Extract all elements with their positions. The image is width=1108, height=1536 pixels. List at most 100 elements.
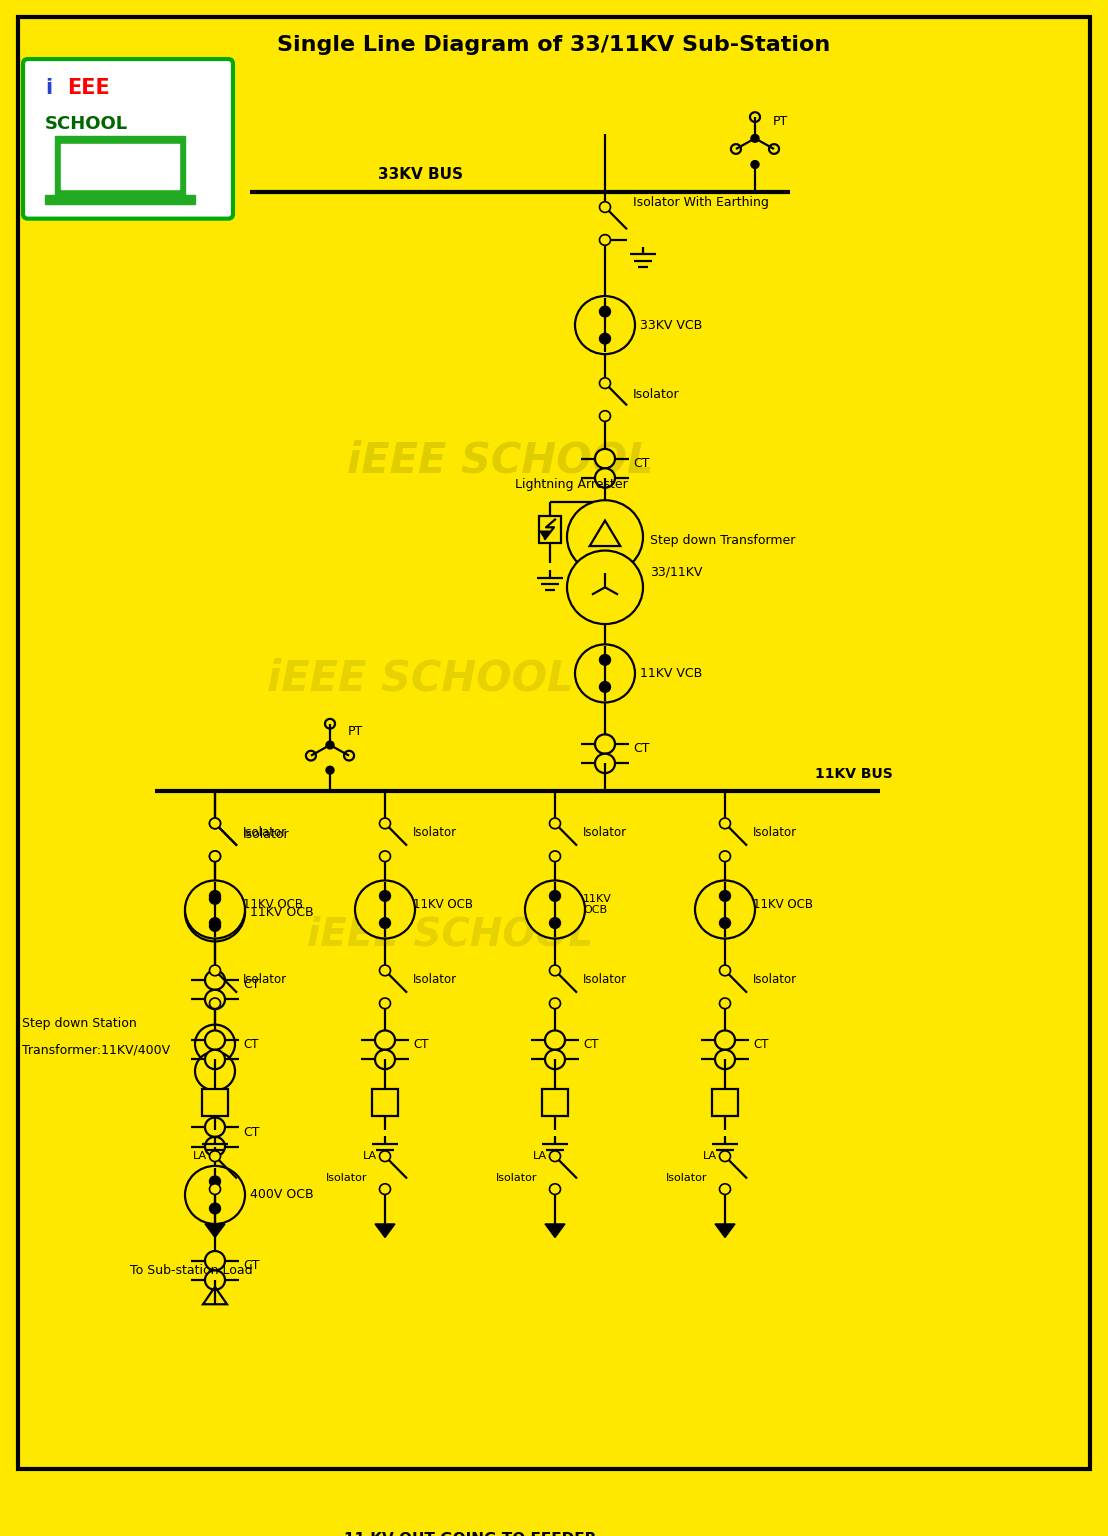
Text: CT: CT: [243, 1126, 259, 1138]
Circle shape: [185, 883, 245, 942]
Text: Lightning Arrester: Lightning Arrester: [515, 478, 628, 492]
Text: CT: CT: [243, 1038, 258, 1052]
Circle shape: [209, 998, 220, 1009]
Circle shape: [567, 501, 643, 574]
Text: Transformer:11KV/400V: Transformer:11KV/400V: [22, 1043, 171, 1057]
Circle shape: [380, 917, 390, 928]
Text: Isolator: Isolator: [413, 972, 458, 986]
Circle shape: [380, 965, 390, 975]
Circle shape: [550, 1150, 561, 1161]
Circle shape: [209, 1184, 220, 1195]
Text: Isolator: Isolator: [753, 972, 797, 986]
Text: CT: CT: [583, 1038, 598, 1052]
Circle shape: [205, 989, 225, 1009]
Circle shape: [209, 819, 220, 829]
Bar: [542, 1089, 568, 1115]
Text: LA: LA: [702, 1150, 717, 1161]
Text: Isolator: Isolator: [243, 828, 289, 842]
Circle shape: [205, 1118, 225, 1137]
Circle shape: [209, 891, 220, 902]
Text: CT: CT: [243, 978, 259, 991]
Circle shape: [595, 754, 615, 773]
Circle shape: [209, 851, 220, 862]
Polygon shape: [375, 1224, 394, 1238]
Circle shape: [209, 851, 220, 862]
Circle shape: [595, 468, 615, 487]
Text: PT: PT: [773, 115, 788, 129]
Text: Single Line Diagram of 33/11KV Sub-Station: Single Line Diagram of 33/11KV Sub-Stati…: [277, 34, 831, 54]
Text: 11 KV OUT GOING TO FEEDER: 11 KV OUT GOING TO FEEDER: [343, 1531, 596, 1536]
Bar: [45, 195, 195, 204]
Text: Isolator: Isolator: [633, 389, 679, 401]
Circle shape: [550, 965, 561, 975]
Circle shape: [380, 851, 390, 862]
Circle shape: [595, 449, 615, 468]
Text: CT: CT: [753, 1038, 769, 1052]
Circle shape: [209, 1203, 220, 1213]
Bar: [202, 1089, 228, 1115]
Circle shape: [205, 1031, 225, 1049]
Circle shape: [599, 333, 611, 344]
Circle shape: [380, 1150, 390, 1161]
Circle shape: [205, 1270, 225, 1290]
Circle shape: [209, 1150, 220, 1161]
Polygon shape: [715, 1224, 735, 1238]
Circle shape: [209, 920, 220, 931]
Text: Isolator: Isolator: [583, 825, 627, 839]
Circle shape: [209, 965, 220, 975]
Circle shape: [545, 1049, 565, 1069]
Circle shape: [599, 378, 611, 389]
Circle shape: [719, 917, 730, 928]
Text: Isolator: Isolator: [413, 825, 458, 839]
Bar: [372, 1089, 398, 1115]
Circle shape: [195, 1052, 235, 1091]
Text: 11KV VCB: 11KV VCB: [640, 667, 702, 680]
Text: PT: PT: [348, 725, 363, 737]
Circle shape: [719, 891, 730, 902]
Text: Isolator: Isolator: [496, 1172, 537, 1183]
FancyBboxPatch shape: [23, 58, 233, 218]
Text: 11KV OCB: 11KV OCB: [413, 899, 473, 911]
Text: Isolator: Isolator: [753, 825, 797, 839]
Circle shape: [195, 1025, 235, 1063]
Circle shape: [751, 135, 759, 143]
Circle shape: [751, 161, 759, 169]
Circle shape: [719, 965, 730, 975]
Circle shape: [550, 819, 561, 829]
Text: Step down Station: Step down Station: [22, 1017, 136, 1031]
Circle shape: [575, 645, 635, 702]
Circle shape: [550, 998, 561, 1009]
Text: CT: CT: [243, 1260, 259, 1272]
Circle shape: [715, 1049, 735, 1069]
Text: 11KV BUS: 11KV BUS: [815, 766, 893, 780]
Circle shape: [209, 819, 220, 829]
Text: Isolator: Isolator: [666, 1172, 708, 1183]
Circle shape: [719, 998, 730, 1009]
Circle shape: [375, 1031, 394, 1049]
Circle shape: [355, 880, 416, 938]
Text: 33/11KV: 33/11KV: [650, 565, 702, 579]
Circle shape: [205, 971, 225, 989]
Circle shape: [326, 742, 334, 750]
Text: 400V OCB: 400V OCB: [250, 1189, 314, 1201]
Circle shape: [550, 1184, 561, 1195]
Bar: [55, 137, 185, 197]
Bar: [61, 144, 179, 189]
Polygon shape: [545, 1224, 565, 1238]
Circle shape: [185, 880, 245, 938]
Polygon shape: [540, 531, 550, 539]
Text: SCHOOL: SCHOOL: [45, 115, 129, 132]
Circle shape: [599, 654, 611, 665]
Bar: [712, 1089, 738, 1115]
Text: Isolator: Isolator: [243, 972, 287, 986]
Circle shape: [550, 891, 561, 902]
Circle shape: [209, 917, 220, 928]
Text: CT: CT: [633, 456, 649, 470]
Circle shape: [599, 682, 611, 693]
Text: LA: LA: [533, 1150, 547, 1161]
Circle shape: [719, 1150, 730, 1161]
Circle shape: [550, 917, 561, 928]
Circle shape: [715, 1031, 735, 1049]
Circle shape: [719, 819, 730, 829]
Text: 11KV OCB: 11KV OCB: [753, 899, 813, 911]
